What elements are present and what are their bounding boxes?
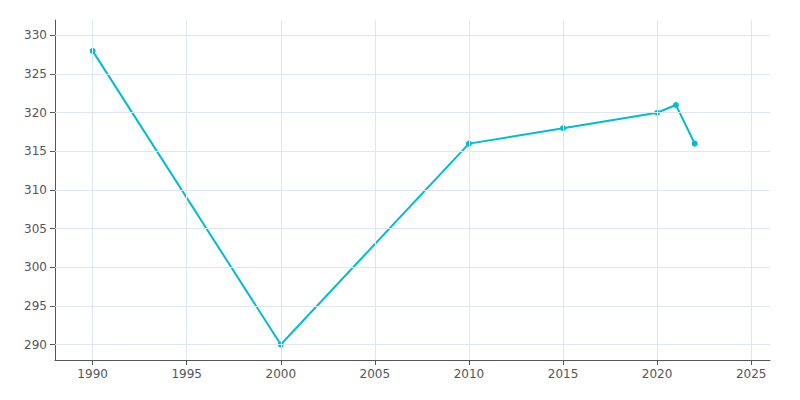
svg-text:315: 315	[24, 144, 47, 158]
svg-text:2020: 2020	[642, 367, 673, 381]
svg-text:2010: 2010	[454, 367, 485, 381]
svg-text:1990: 1990	[77, 367, 108, 381]
svg-text:320: 320	[24, 106, 47, 120]
svg-text:300: 300	[24, 260, 47, 274]
svg-text:325: 325	[24, 67, 47, 81]
svg-text:330: 330	[24, 28, 47, 42]
svg-text:2005: 2005	[360, 367, 391, 381]
svg-text:2000: 2000	[266, 367, 297, 381]
svg-text:295: 295	[24, 299, 47, 313]
svg-text:310: 310	[24, 183, 47, 197]
svg-text:2015: 2015	[548, 367, 579, 381]
svg-text:305: 305	[24, 222, 47, 236]
svg-text:2025: 2025	[736, 367, 767, 381]
svg-text:1995: 1995	[171, 367, 202, 381]
svg-text:290: 290	[24, 338, 47, 352]
